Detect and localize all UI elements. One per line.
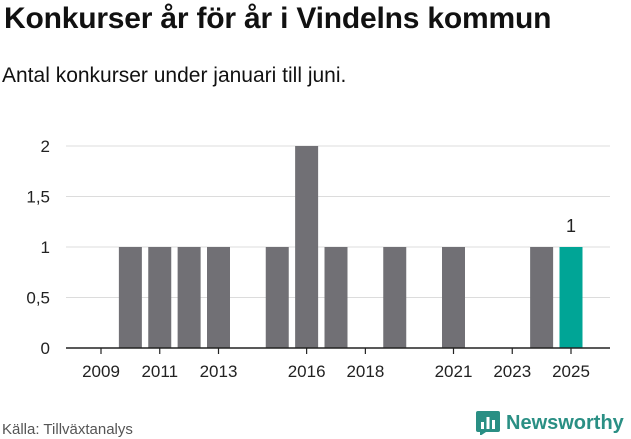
- chart-subtitle: Antal konkurser under januari till juni.: [2, 64, 347, 87]
- bar: [559, 247, 583, 348]
- x-tick-label: 2016: [288, 362, 326, 381]
- x-tick-label: 2025: [552, 362, 590, 381]
- x-tick-label: 2021: [435, 362, 473, 381]
- bar: [118, 247, 142, 348]
- source-note: Källa: Tillväxtanalys: [2, 421, 133, 438]
- x-tick-label: 2009: [82, 362, 120, 381]
- y-tick-label: 1,5: [26, 188, 50, 207]
- brand-name: Newsworthy: [506, 411, 624, 434]
- y-tick-label: 1: [41, 238, 50, 257]
- x-tick-label: 2013: [200, 362, 238, 381]
- bar: [148, 247, 172, 348]
- bar: [265, 247, 289, 348]
- x-tick-label: 2018: [346, 362, 384, 381]
- bar: [177, 247, 201, 348]
- newsworthy-logo: Newsworthy: [476, 410, 624, 436]
- bar: [442, 247, 465, 348]
- data-label: 1: [566, 216, 576, 236]
- bar: [295, 146, 319, 348]
- newsworthy-chart-icon: [476, 411, 500, 435]
- bar: [324, 247, 348, 348]
- bar: [383, 247, 407, 348]
- bar: [530, 247, 554, 348]
- x-tick-label: 2011: [141, 362, 178, 381]
- x-tick-label: 2023: [493, 362, 531, 381]
- y-tick-label: 2: [41, 137, 50, 156]
- chart-title: Konkurser år för år i Vindelns kommun: [4, 2, 552, 35]
- y-tick-label: 0,5: [26, 289, 50, 308]
- y-tick-label: 0: [41, 339, 50, 358]
- bar: [207, 247, 230, 348]
